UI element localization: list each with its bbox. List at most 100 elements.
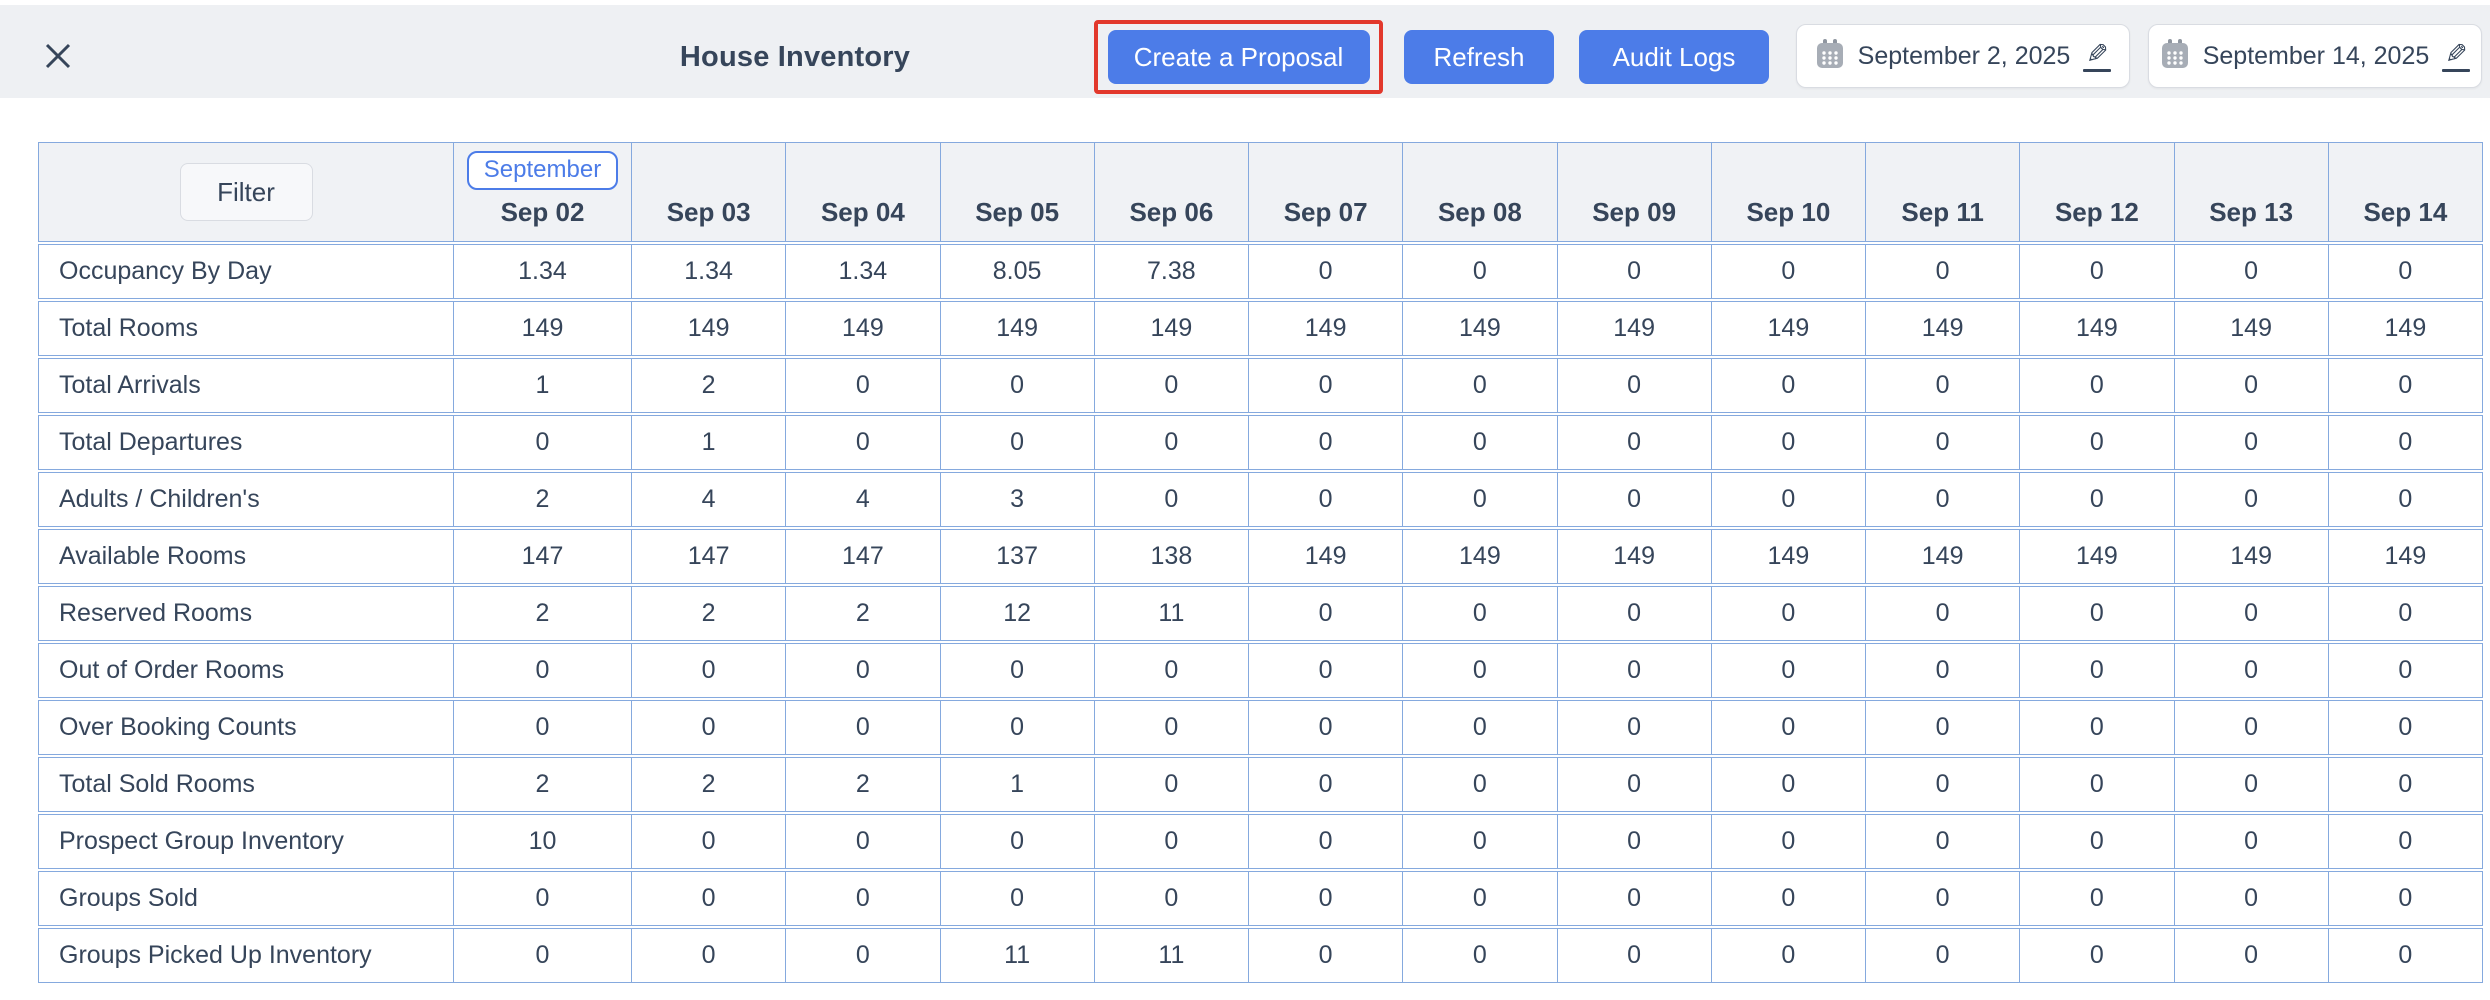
value-cell: 0	[939, 815, 1094, 868]
audit-logs-button[interactable]: Audit Logs	[1579, 30, 1769, 84]
close-button[interactable]	[40, 39, 76, 75]
row-label: Adults / Children's	[59, 485, 260, 513]
edit-start-date-icon[interactable]: ✎	[2083, 39, 2112, 72]
value-cell: 0	[1710, 245, 1865, 298]
month-badge: September	[466, 151, 619, 190]
filter-button[interactable]: Filter	[179, 163, 313, 221]
value-cell: 0	[1402, 359, 1556, 412]
value-cell: 11	[1093, 929, 1248, 982]
column-header-label: Sep 14	[2363, 197, 2448, 227]
value-cell: 0	[2327, 929, 2482, 982]
value-cell: 0	[2327, 473, 2482, 526]
table-header-row: Filter September Sep 02 Sep 03 Sep 04 Sep 05…	[38, 142, 2483, 242]
close-icon	[42, 40, 74, 75]
table-body: Occupancy By Day 1.34 1.34 1.34 8.05 7.38 0 0 0 0…	[38, 244, 2483, 983]
value-cell: 0	[2019, 701, 2173, 754]
value-cell: 0	[1402, 701, 1556, 754]
value-cell: 0	[2173, 701, 2328, 754]
value-cell: 149	[1093, 302, 1248, 355]
end-date-picker[interactable]: September 14, 2025 ✎	[2148, 24, 2482, 88]
value-cell: 0	[1710, 929, 1865, 982]
value-cell: 1.34	[631, 245, 785, 298]
calendar-icon	[1815, 38, 1845, 75]
column-header-sep-11: Sep 11	[1865, 143, 2019, 241]
value-cell: 0	[2019, 644, 2173, 697]
value-cell: 147	[631, 530, 785, 583]
value-cell: 7.38	[1093, 245, 1248, 298]
table-row: Total Rooms 149 149 149 149 149 149 149 149 149 14…	[38, 301, 2483, 356]
house-inventory-table: Filter September Sep 02 Sep 03 Sep 04 Sep 05…	[38, 142, 2483, 983]
value-cell: 0	[1556, 929, 1711, 982]
value-cell: 149	[1710, 530, 1865, 583]
value-cell: 0	[2173, 359, 2328, 412]
column-header-sep-03: Sep 03	[631, 143, 785, 241]
value-cell: 0	[939, 416, 1094, 469]
value-cell: 149	[631, 302, 785, 355]
value-cell: 0	[1402, 815, 1556, 868]
value-cell: 0	[1556, 644, 1711, 697]
value-cell: 0	[2173, 416, 2328, 469]
table-row: Total Arrivals 1 2 0 0 0 0 0 0 0 0 0 0 0	[38, 358, 2483, 413]
edit-end-date-icon[interactable]: ✎	[2442, 39, 2471, 72]
column-header-sep-07: Sep 07	[1248, 143, 1402, 241]
value-cell: 2	[631, 758, 785, 811]
value-cell: 137	[939, 530, 1094, 583]
value-cell: 0	[1865, 929, 2019, 982]
value-cell: 0	[631, 872, 785, 925]
value-cell: 0	[2173, 473, 2328, 526]
table-row: Out of Order Rooms 0 0 0 0 0 0 0 0 0 0 0 0 0	[38, 643, 2483, 698]
value-cell: 4	[631, 473, 785, 526]
value-cell: 0	[1093, 416, 1248, 469]
value-cell: 149	[2173, 302, 2328, 355]
value-cell: 1	[631, 416, 785, 469]
table-row: Groups Picked Up Inventory 0 0 0 11 11 0 0 0 0 0 0 0…	[38, 928, 2483, 983]
value-cell: 1.34	[785, 245, 939, 298]
value-cell: 0	[2019, 815, 2173, 868]
value-cell: 0	[1402, 758, 1556, 811]
value-cell: 0	[1248, 416, 1402, 469]
column-header-sep-02: September Sep 02	[453, 143, 631, 241]
top-bar: House Inventory Create a Proposal Refres…	[0, 5, 2490, 98]
value-cell: 0	[2327, 644, 2482, 697]
value-cell: 0	[939, 359, 1094, 412]
column-header-label: Sep 13	[2209, 197, 2294, 227]
value-cell: 0	[1093, 701, 1248, 754]
value-cell: 0	[1710, 815, 1865, 868]
value-cell: 149	[1402, 302, 1556, 355]
value-cell: 149	[1556, 302, 1711, 355]
value-cell: 2	[453, 473, 631, 526]
value-cell: 0	[1248, 644, 1402, 697]
table-row: Adults / Children's 2 4 4 3 0 0 0 0 0 0 0 0 0	[38, 472, 2483, 527]
column-header-sep-09: Sep 09	[1556, 143, 1711, 241]
value-cell: 0	[2019, 473, 2173, 526]
start-date-picker[interactable]: September 2, 2025 ✎	[1796, 24, 2130, 88]
value-cell: 0	[2019, 245, 2173, 298]
column-header-label: Sep 05	[975, 197, 1060, 227]
value-cell: 0	[1402, 644, 1556, 697]
column-header-label: Sep 04	[820, 197, 905, 227]
value-cell: 0	[1865, 758, 2019, 811]
value-cell: 0	[1865, 587, 2019, 640]
value-cell: 0	[2173, 758, 2328, 811]
value-cell: 0	[2019, 359, 2173, 412]
value-cell: 0	[1093, 359, 1248, 412]
value-cell: 0	[1248, 359, 1402, 412]
value-cell: 0	[631, 644, 785, 697]
row-label: Reserved Rooms	[59, 599, 253, 627]
refresh-button[interactable]: Refresh	[1404, 30, 1554, 84]
value-cell: 0	[785, 359, 939, 412]
value-cell: 0	[785, 701, 939, 754]
value-cell: 149	[2019, 302, 2173, 355]
value-cell: 3	[939, 473, 1094, 526]
table-row: Over Booking Counts 0 0 0 0 0 0 0 0 0 0 0 0 0	[38, 700, 2483, 755]
create-proposal-button[interactable]: Create a Proposal	[1107, 30, 1370, 84]
value-cell: 0	[1710, 359, 1865, 412]
value-cell: 149	[939, 302, 1094, 355]
value-cell: 149	[2327, 302, 2482, 355]
value-cell: 0	[939, 644, 1094, 697]
value-cell: 0	[1556, 872, 1711, 925]
column-header-sep-12: Sep 12	[2019, 143, 2173, 241]
value-cell: 2	[785, 758, 939, 811]
value-cell: 12	[939, 587, 1094, 640]
value-cell: 149	[1248, 302, 1402, 355]
